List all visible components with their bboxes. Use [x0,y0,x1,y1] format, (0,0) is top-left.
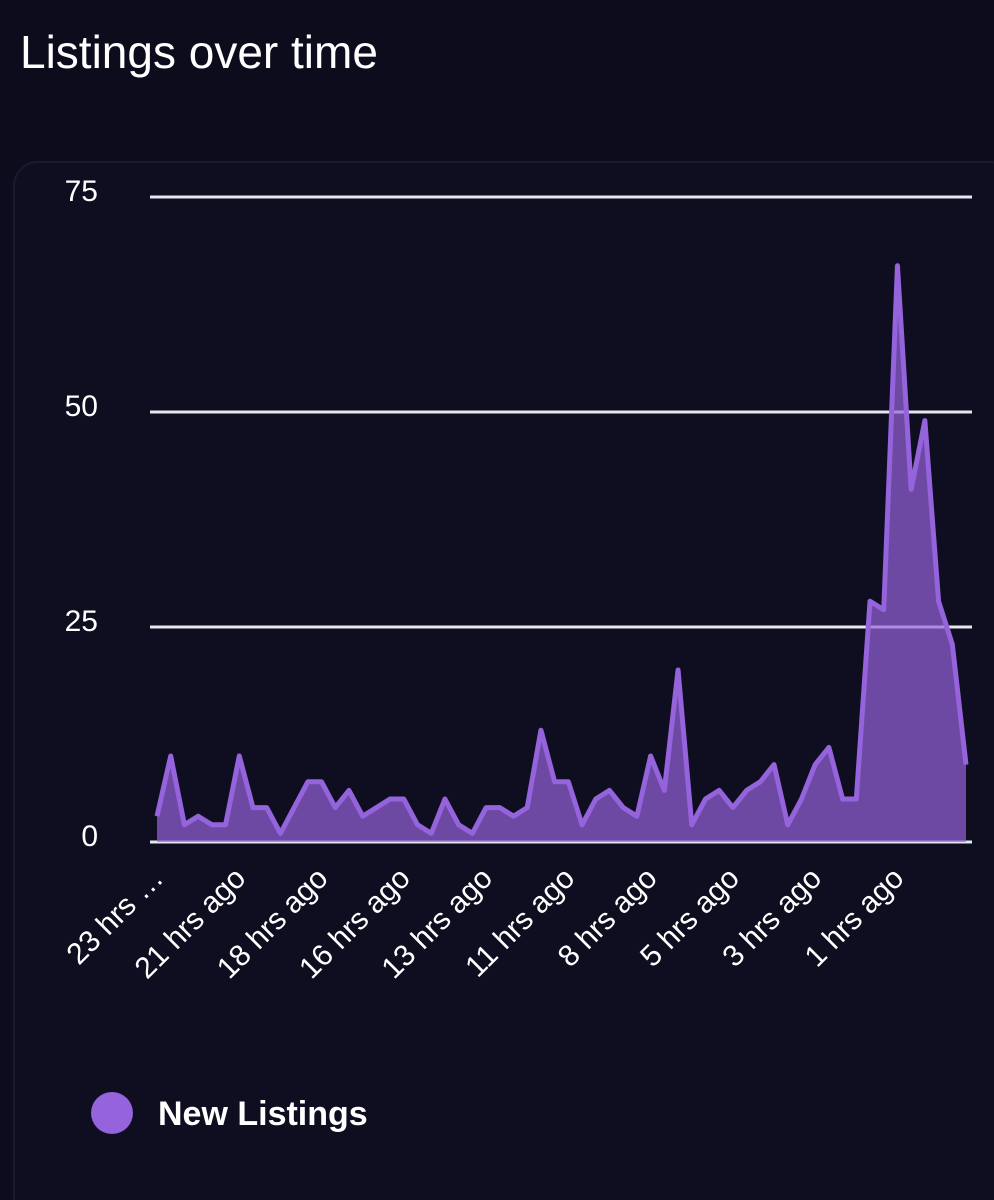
y-tick-label: 75 [65,175,98,208]
y-tick-label: 50 [65,390,98,423]
chart-title: Listings over time [20,26,378,78]
y-tick-label: 25 [65,605,98,638]
area [157,265,966,842]
card [13,161,994,1200]
line [154,263,969,836]
legend-marker [91,1092,133,1134]
legend-label: New Listings [158,1095,368,1133]
y-tick-label: 0 [81,820,98,853]
